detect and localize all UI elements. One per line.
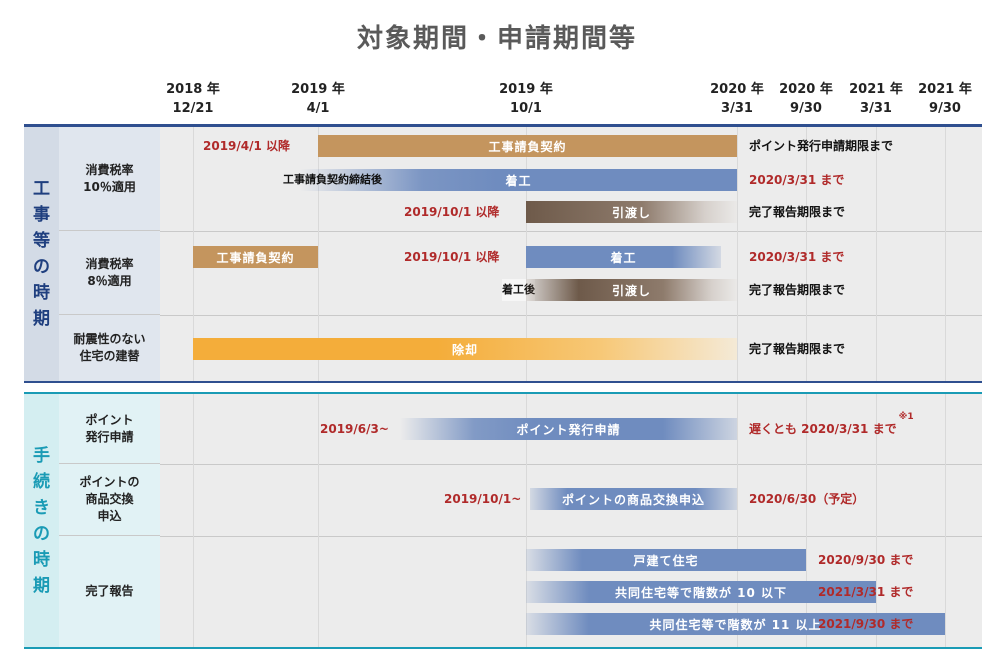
note-start-until: 2020/3/31 まで <box>749 173 845 187</box>
note-multi-10-until: 2021/3/31 まで <box>818 585 914 599</box>
date-header-2020-09-30: 2020 年 9/30 <box>779 82 833 116</box>
note-handover-until-tax8: 完了報告期限まで <box>749 283 846 297</box>
row-divider <box>160 231 982 232</box>
bar-handover-tax8: 引渡し <box>526 279 737 301</box>
gridline <box>318 394 319 647</box>
note-handover-from: 2019/10/1 以降 <box>404 205 500 219</box>
section-top-border <box>24 124 982 127</box>
gridline <box>526 394 527 647</box>
gridline <box>737 127 738 381</box>
note-detached-until: 2020/9/30 まで <box>818 553 914 567</box>
note-multi-11-until: 2021/9/30 まで <box>818 617 914 631</box>
bar-handover-tax10: 引渡し <box>526 201 737 223</box>
bar-point-issue: ポイント発行申請 <box>400 418 737 440</box>
date-header-2019-10-01: 2019 年 10/1 <box>499 82 553 116</box>
row-divider <box>160 315 982 316</box>
gridline <box>806 394 807 647</box>
date-header-2018-12-21: 2018 年 12/21 <box>166 82 220 116</box>
bar-demolition: 除却 <box>193 338 737 360</box>
bar-contract-tax10: 工事請負契約 <box>318 135 737 157</box>
date-header-2021-03-31: 2021 年 3/31 <box>849 82 903 116</box>
row-label-tax8: 消費税率 8％適用 <box>59 231 160 315</box>
gridline <box>945 127 946 381</box>
section-label-construction: 工事等の時期 <box>24 127 59 381</box>
note-point-issue-until: 遅くとも 2020/3/31 まで※1 <box>749 412 914 436</box>
bar-contract-tax8: 工事請負契約 <box>193 246 318 268</box>
row-divider <box>160 536 982 537</box>
note-point-exchange-until: 2020/6/30（予定） <box>749 492 865 506</box>
date-header-2021-09-30: 2021 年 9/30 <box>918 82 972 116</box>
row-label-completion-report: 完了報告 <box>59 536 160 647</box>
gridline <box>945 394 946 647</box>
gridline <box>318 127 319 381</box>
gridline <box>806 127 807 381</box>
footnote-mark: ※1 <box>898 412 914 422</box>
row-label-tax10: 消費税率 10％適用 <box>59 127 160 231</box>
bar-start-tax10: 着工 <box>300 169 737 191</box>
note-after-contract: 工事請負契約締結後 <box>283 173 382 186</box>
bar-start-tax8: 着工 <box>526 246 721 268</box>
page-title: 対象期間・申請期間等 <box>356 24 637 54</box>
gridline <box>876 127 877 381</box>
note-point-issue-from: 2019/6/3~ <box>320 422 389 436</box>
section-label-procedure: 手続きの時期 <box>24 394 59 647</box>
note-contract-until: ポイント発行申請期限まで <box>749 139 894 153</box>
date-header-2019-04-01: 2019 年 4/1 <box>291 82 345 116</box>
note-start-until-tax8: 2020/3/31 まで <box>749 250 845 264</box>
note-handover-until: 完了報告期限まで <box>749 205 846 219</box>
bar-detached-house: 戸建て住宅 <box>526 549 806 571</box>
bar-multi-11-or-more: 共同住宅等で階数が 11 以上 <box>526 613 945 635</box>
gridline <box>193 394 194 647</box>
note-start-from-tax8: 2019/10/1 以降 <box>404 250 500 264</box>
date-header-2020-03-31: 2020 年 3/31 <box>710 82 764 116</box>
section2-bottom-border <box>24 647 982 649</box>
gridline <box>876 394 877 647</box>
section2-top-border <box>24 392 982 394</box>
row-divider <box>160 464 982 465</box>
note-demolition-until: 完了報告期限まで <box>749 342 846 356</box>
note-contract-from: 2019/4/1 以降 <box>203 139 291 153</box>
row-label-point-issue: ポイント 発行申請 <box>59 394 160 464</box>
gridline <box>737 394 738 647</box>
row-label-point-exchange: ポイントの 商品交換 申込 <box>59 464 160 536</box>
section-bottom-border <box>24 381 982 383</box>
row-label-rebuild: 耐震性のない 住宅の建替 <box>59 315 160 381</box>
note-point-exchange-from: 2019/10/1~ <box>444 492 522 506</box>
bar-point-exchange: ポイントの商品交換申込 <box>530 488 737 510</box>
bar-multi-10-or-less: 共同住宅等で階数が 10 以下 <box>526 581 876 603</box>
